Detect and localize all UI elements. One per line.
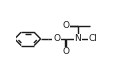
Text: Cl: Cl — [89, 34, 98, 43]
Text: N: N — [74, 34, 81, 43]
Text: O: O — [53, 34, 60, 43]
Text: O: O — [62, 21, 69, 30]
Text: O: O — [62, 47, 69, 56]
